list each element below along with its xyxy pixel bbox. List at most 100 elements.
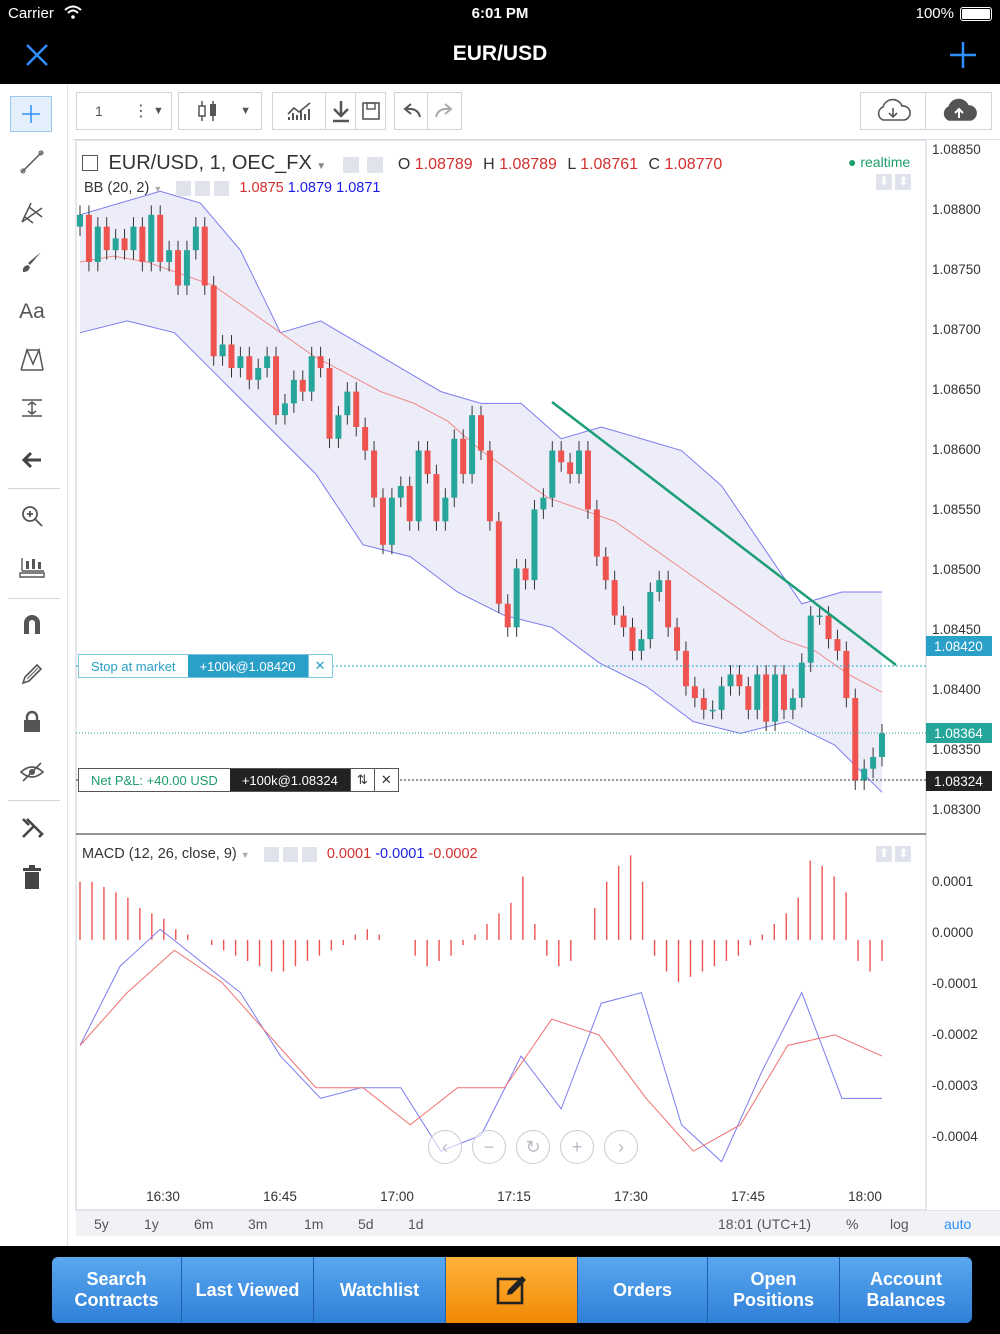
tab-search-contracts[interactable]: Search Contracts — [52, 1257, 182, 1323]
candle — [656, 570, 663, 602]
arrow-up-icon[interactable]: ⬆ — [876, 846, 892, 862]
arrow-down-icon[interactable]: ⬇ — [876, 174, 892, 190]
settings-icon[interactable] — [282, 846, 298, 862]
measure-icon[interactable] — [14, 390, 50, 426]
tab-last-viewed[interactable]: Last Viewed — [182, 1257, 314, 1323]
stop-order-value[interactable]: +100k@1.08420 — [187, 655, 308, 677]
pencil-icon[interactable] — [14, 656, 50, 692]
reset-button[interactable]: ↻ — [516, 1130, 550, 1164]
plus-icon[interactable] — [946, 38, 980, 72]
ruler-icon[interactable] — [14, 550, 50, 586]
zoom-in-button[interactable]: + — [560, 1130, 594, 1164]
range-3m[interactable]: 3m — [248, 1216, 268, 1232]
chevron-down-icon[interactable]: ▼ — [153, 184, 163, 194]
back-arrow-icon[interactable] — [14, 442, 50, 478]
time-tick-label: 16:45 — [263, 1189, 297, 1204]
settings-icon[interactable] — [195, 180, 211, 196]
candle — [442, 488, 449, 531]
chevron-down-icon[interactable]: ▼ — [240, 850, 250, 860]
tab-open-positions[interactable]: Open Positions — [708, 1257, 840, 1323]
tab-watchlist[interactable]: Watchlist — [314, 1257, 446, 1323]
indicators-button[interactable] — [272, 92, 326, 130]
brush-icon[interactable] — [14, 244, 50, 280]
candle — [246, 346, 253, 390]
eye-icon[interactable] — [263, 846, 279, 862]
time-tick-label: 17:00 — [380, 1189, 414, 1204]
pattern-icon[interactable] — [14, 342, 50, 378]
trend-line-icon[interactable] — [14, 144, 50, 180]
candles-icon — [198, 101, 216, 121]
lock-icon[interactable] — [14, 704, 50, 740]
eye-icon[interactable] — [342, 156, 359, 173]
range-1d[interactable]: 1d — [408, 1216, 424, 1232]
scroll-right-button[interactable]: › — [604, 1130, 638, 1164]
auto-toggle[interactable]: auto — [944, 1216, 972, 1232]
realtime-label: realtime — [860, 154, 911, 170]
interval-select[interactable]: 1 ⋮ ▼ — [76, 92, 172, 130]
candle — [175, 240, 182, 295]
candle — [210, 276, 217, 366]
close-icon[interactable]: ✕ — [373, 769, 398, 791]
battery-percent: 100% — [915, 5, 954, 22]
tab-orders[interactable]: Orders — [578, 1257, 708, 1323]
bb-legend: BB (20, 2) ▼ 1.0875 1.0879 1.0871 — [84, 180, 381, 196]
range-5y[interactable]: 5y — [94, 1216, 109, 1232]
range-5d[interactable]: 5d — [358, 1216, 374, 1232]
scroll-left-button[interactable]: ‹ — [428, 1130, 462, 1164]
hide-eye-icon[interactable] — [14, 754, 50, 790]
time-tick-label: 18:00 — [848, 1189, 882, 1204]
trash-icon[interactable] — [14, 860, 50, 896]
tools-icon[interactable] — [14, 810, 50, 846]
position-value[interactable]: +100k@1.08324 — [229, 769, 350, 791]
candle — [522, 558, 529, 590]
crosshair-icon[interactable] — [10, 96, 52, 132]
zoom-out-button[interactable]: − — [472, 1130, 506, 1164]
candle — [807, 606, 814, 673]
arrow-updown-icon[interactable]: ⬍ — [895, 174, 912, 190]
percent-toggle[interactable]: % — [846, 1216, 859, 1232]
zoom-icon[interactable] — [14, 498, 50, 534]
macd-tick-label: -0.0002 — [932, 1027, 978, 1042]
remove-icon[interactable] — [214, 180, 230, 196]
position-widget[interactable]: Net P&L: +40.00 USD +100k@1.08324 ⇅ ✕ — [78, 768, 399, 792]
macd-value-3: -0.0002 — [428, 846, 478, 862]
macd-tick-label: -0.0003 — [932, 1078, 978, 1093]
eye-icon[interactable] — [176, 180, 192, 196]
magnet-icon[interactable] — [14, 606, 50, 642]
chevron-down-icon[interactable]: ▼ — [316, 161, 329, 172]
chart-type-button[interactable]: ▼ — [178, 92, 262, 130]
close-icon[interactable]: ✕ — [307, 655, 332, 677]
settings-icon[interactable] — [367, 156, 384, 173]
tab-chart[interactable] — [446, 1257, 578, 1323]
bb-lower — [79, 320, 883, 793]
price-chart[interactable] — [0, 84, 1000, 1246]
range-1m[interactable]: 1m — [304, 1216, 324, 1232]
pitchfork-icon[interactable] — [14, 194, 50, 230]
save-button[interactable] — [356, 92, 386, 130]
candle — [745, 676, 752, 720]
remove-icon[interactable] — [301, 846, 317, 862]
candle — [130, 217, 137, 260]
cloud-download-button[interactable] — [860, 92, 926, 130]
candle — [469, 405, 476, 484]
bb-name: BB (20, 2) — [84, 180, 150, 196]
candle — [611, 570, 618, 625]
arrow-updown-icon[interactable]: ⬍ — [895, 846, 912, 862]
log-toggle[interactable]: log — [890, 1216, 909, 1232]
undo-button[interactable] — [394, 92, 428, 130]
collapse-icon[interactable] — [82, 155, 98, 171]
candle — [558, 441, 565, 472]
load-button[interactable] — [326, 92, 356, 130]
time-tick-label: 17:30 — [614, 1189, 648, 1204]
range-6m[interactable]: 6m — [194, 1216, 214, 1232]
reverse-icon[interactable]: ⇅ — [349, 769, 374, 791]
range-1y[interactable]: 1y — [144, 1216, 159, 1232]
stop-order-widget[interactable]: Stop at market +100k@1.08420 ✕ — [78, 654, 333, 678]
close-icon[interactable] — [20, 38, 54, 72]
tab-account-balances[interactable]: Account Balances — [840, 1257, 972, 1323]
chevron-left-icon: ‹ — [442, 1136, 448, 1157]
redo-button[interactable] — [428, 92, 462, 130]
cloud-upload-button[interactable] — [926, 92, 992, 130]
text-tool-icon[interactable]: Aa — [19, 300, 45, 323]
candle — [486, 441, 493, 531]
